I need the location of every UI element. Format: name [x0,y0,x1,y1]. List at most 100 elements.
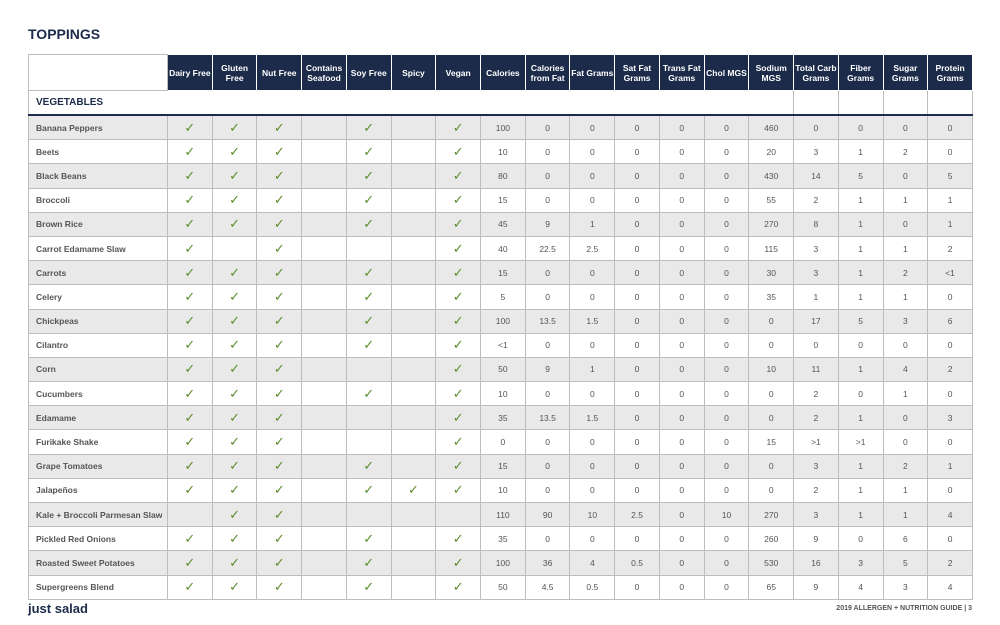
check-cell: ✓ [345,284,392,310]
value-cell: 0 [524,332,571,358]
value-cell: 13.5 [524,308,571,334]
value-cell: 0 [748,308,795,334]
check-cell: ✓ [211,308,258,334]
check-cell: ✓ [256,260,303,286]
value-cell: 430 [748,163,795,189]
value-cell: 0 [524,453,571,479]
check-cell: ✓ [256,332,303,358]
value-cell: 0 [524,526,571,552]
check-cell: ✓ [167,526,213,552]
column-header: Protein Grams [927,54,973,91]
value-cell: 1 [569,356,616,383]
value-cell: 50 [480,574,526,600]
value-cell: 0 [703,163,750,189]
value-cell: >1 [793,429,839,455]
check-cell: ✓ [345,332,392,358]
item-name: Cucumbers [28,381,168,407]
value-cell: 10 [480,139,526,165]
value-cell: 0 [793,332,839,358]
check-cell: ✓ [256,526,303,552]
value-cell: 1 [837,453,884,479]
value-cell: 0 [703,574,750,600]
value-cell: 10 [480,381,526,407]
value-cell: 6 [927,308,973,334]
item-name: Banana Peppers [28,114,168,141]
value-cell [390,284,437,310]
check-cell: ✓ [345,526,392,552]
table-head: Dairy Free Gluten Free Nut Free Contains Se… [28,54,973,91]
table-row: Carrots ✓ ✓ ✓ ✓ ✓ 15 0 0 0 0 0 30 3 1 2 <1 [28,260,973,286]
value-cell: 0 [614,526,660,552]
value-cell: 2 [927,356,973,383]
value-cell: 0 [837,114,884,141]
value-cell: 1.5 [569,308,616,334]
value-cell: 0 [524,477,571,504]
value-cell: 260 [748,526,795,552]
value-cell: 6 [882,526,929,552]
value-cell: 1 [882,284,929,310]
value-cell [301,550,347,576]
check-cell: ✓ [435,381,482,407]
check-cell: ✓ [256,429,303,455]
value-cell: 0 [569,453,616,479]
value-cell: 0 [658,550,705,576]
check-cell: ✓ [256,187,303,213]
value-cell: 2 [793,477,839,504]
value-cell: 0 [927,114,973,141]
check-cell: ✓ [167,260,213,286]
value-cell [301,477,347,504]
item-name: Roasted Sweet Potatoes [28,550,168,576]
value-cell: 0 [703,477,750,504]
table-row: Corn ✓ ✓ ✓ ✓ 50 9 1 0 0 0 10 11 1 4 2 [28,356,973,383]
check-cell: ✓ [167,332,213,358]
value-cell: 0 [569,114,616,141]
column-header: Sugar Grams [882,54,929,91]
value-cell: 0 [569,284,616,310]
check-cell: ✓ [435,260,482,286]
table-row: Furikake Shake ✓ ✓ ✓ ✓ 0 0 0 0 0 0 15 >1 >1 0 0 [28,429,973,455]
value-cell: 5 [480,284,526,310]
value-cell: 3 [837,550,884,576]
item-name: Kale + Broccoli Parmesan Slaw [28,501,168,528]
check-cell: ✓ [167,477,213,504]
check-cell: ✓ [167,163,213,189]
value-cell [390,163,437,189]
value-cell: 0 [569,139,616,165]
check-cell: ✓ [167,284,213,310]
empty-cell [882,90,929,116]
check-cell: ✓ [435,187,482,213]
empty-cell [927,90,973,116]
value-cell: 0 [524,381,571,407]
check-cell: ✓ [256,308,303,334]
value-cell: 0 [569,381,616,407]
check-cell: ✓ [167,235,213,262]
value-cell: 3 [793,501,839,528]
value-cell: 2 [793,381,839,407]
value-cell: 0 [658,235,705,262]
column-header: Total Carb Grams [793,54,839,91]
value-cell: 13.5 [524,405,571,431]
column-header: Dairy Free [167,54,213,91]
check-cell: ✓ [256,114,303,141]
value-cell: 3 [882,574,929,600]
value-cell: 14 [793,163,839,189]
value-cell: 0 [882,332,929,358]
value-cell: 0 [658,381,705,407]
value-cell: 115 [748,235,795,262]
value-cell: 0 [569,332,616,358]
item-name: Brown Rice [28,211,168,237]
value-cell: 0 [614,211,660,237]
check-cell: ✓ [211,429,258,455]
value-cell: 2 [927,235,973,262]
value-cell: 55 [748,187,795,213]
table-row: Jalapeños ✓ ✓ ✓ ✓ ✓ ✓ 10 0 0 0 0 0 0 2 1 1 0 [28,477,973,504]
table-body: VEGETABLES Banana Peppers ✓ ✓ ✓ ✓ ✓ 100 0 0 0 0 0 460… [27,90,973,600]
value-cell: 0 [703,332,750,358]
value-cell: 0 [703,260,750,286]
value-cell: 35 [480,526,526,552]
value-cell [390,187,437,213]
check-cell: ✓ [345,477,392,504]
item-name: Supergreens Blend [28,574,168,600]
value-cell: 8 [793,211,839,237]
check-cell: ✓ [435,453,482,479]
